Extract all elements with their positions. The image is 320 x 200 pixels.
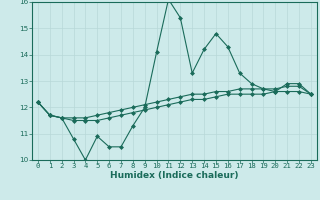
X-axis label: Humidex (Indice chaleur): Humidex (Indice chaleur): [110, 171, 239, 180]
